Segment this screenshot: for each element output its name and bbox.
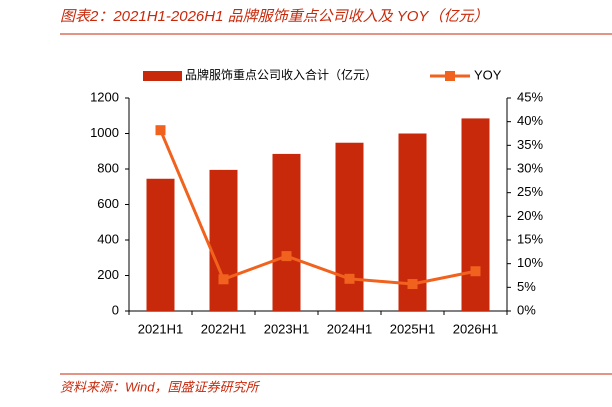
y2-tick-label: 15% <box>517 231 543 246</box>
legend-label: 品牌服饰重点公司收入合计（亿元） <box>185 67 377 82</box>
marker <box>344 273 355 284</box>
bar <box>461 118 490 311</box>
y2-tick-label: 20% <box>517 208 543 223</box>
marker <box>281 251 292 262</box>
x-tick-label: 2021H1 <box>138 321 184 336</box>
y-tick-label: 0 <box>112 302 119 317</box>
y-tick-label: 200 <box>97 267 119 282</box>
legend-marker <box>445 71 455 81</box>
bar <box>146 178 175 311</box>
legend-swatch <box>143 71 182 81</box>
x-tick-label: 2026H1 <box>453 321 499 336</box>
y2-tick-label: 10% <box>517 255 543 270</box>
x-tick-label: 2022H1 <box>201 321 247 336</box>
x-tick-label: 2023H1 <box>264 321 310 336</box>
y-tick-label: 800 <box>97 160 119 175</box>
marker <box>218 274 229 285</box>
marker <box>407 279 418 290</box>
line <box>159 129 476 286</box>
page-title: 图表2：2021H1-2026H1 品牌服饰重点公司收入及 YOY（亿元） <box>60 8 488 25</box>
bar <box>209 169 238 311</box>
y2-tick-label: 45% <box>517 89 543 104</box>
y2-tick-label: 30% <box>517 160 543 175</box>
y2-tick-label: 25% <box>517 184 543 199</box>
y-tick-label: 1200 <box>90 89 119 104</box>
y-tick-label: 1000 <box>90 125 119 140</box>
x-tick-label: 2025H1 <box>390 321 436 336</box>
y2-tick-label: 40% <box>517 113 543 128</box>
source: 资料来源：Wind，国盛证券研究所 <box>60 379 261 394</box>
y2-tick-label: 0% <box>517 302 536 317</box>
y-tick-label: 600 <box>97 196 119 211</box>
y2-tick-label: 35% <box>517 137 543 152</box>
legend-label: YOY <box>474 67 502 82</box>
y2-tick-label: 5% <box>517 279 536 294</box>
x-tick-label: 2024H1 <box>327 321 373 336</box>
bar <box>335 142 364 311</box>
marker <box>470 266 481 277</box>
bar <box>272 153 301 311</box>
marker <box>155 125 166 136</box>
y-tick-label: 400 <box>97 231 119 246</box>
